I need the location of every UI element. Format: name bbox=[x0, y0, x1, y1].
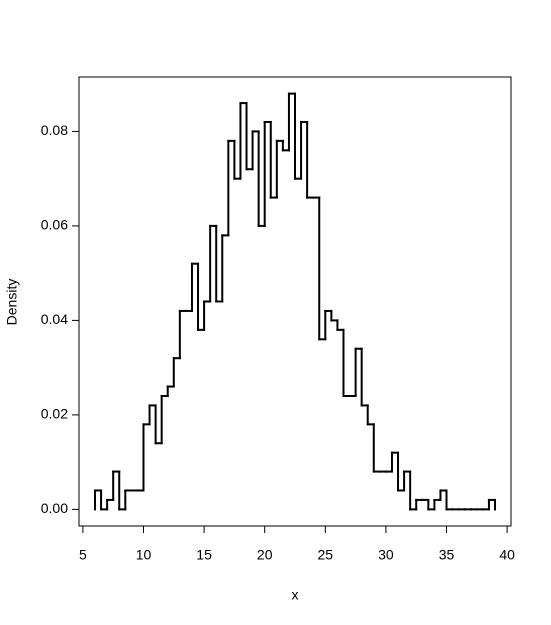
x-tick-label: 5 bbox=[79, 547, 87, 563]
x-tick-label: 35 bbox=[439, 547, 455, 563]
y-tick-label: 0.06 bbox=[41, 217, 68, 233]
x-tick-label: 20 bbox=[257, 547, 273, 563]
y-tick-label: 0.00 bbox=[41, 500, 68, 516]
x-tick-label: 10 bbox=[136, 547, 152, 563]
x-tick-label: 40 bbox=[499, 547, 515, 563]
y-axis-label: Density bbox=[4, 279, 20, 326]
y-tick-label: 0.02 bbox=[41, 406, 68, 422]
y-tick-label: 0.08 bbox=[41, 122, 68, 138]
x-axis-label: x bbox=[292, 587, 299, 603]
x-tick-label: 25 bbox=[318, 547, 334, 563]
x-tick-label: 15 bbox=[196, 547, 212, 563]
x-tick-label: 30 bbox=[378, 547, 394, 563]
y-tick-label: 0.04 bbox=[41, 311, 68, 327]
